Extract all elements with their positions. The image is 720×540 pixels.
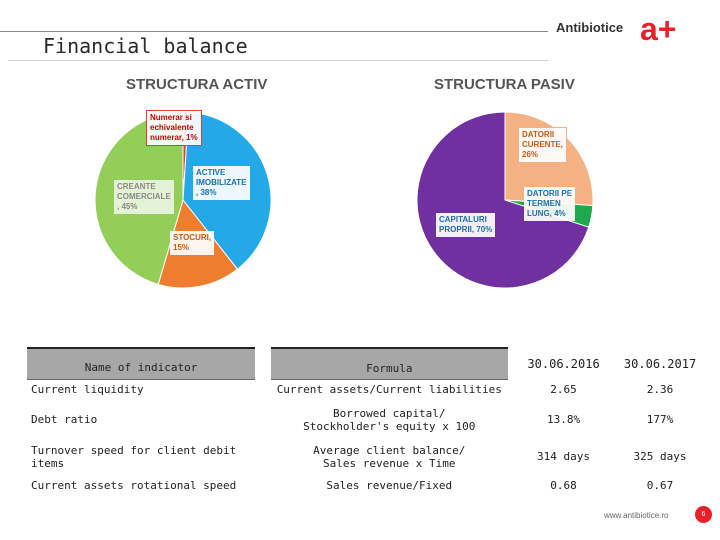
indicator-formula: Borrowed capital/Stockholder's equity x … xyxy=(303,406,476,433)
header-subrule xyxy=(8,60,548,61)
indicator-name: Current liquidity xyxy=(31,383,144,397)
assets-label-receivables: CREANTE COMERCIALE, 45% xyxy=(114,180,174,214)
liabilities-label-longterm: DATORII PE TERMEN LUNG, 4% xyxy=(524,187,576,221)
indicator-formula: Average client balance/Sales revenue x T… xyxy=(313,443,466,470)
value-2016: 2.65 xyxy=(550,383,577,396)
indicator-name: Turnover speed for client debit items xyxy=(31,443,237,470)
header-2017: 30.06.2017 xyxy=(623,356,697,371)
indicator-name: Current assets rotational speed xyxy=(31,479,237,492)
value-2017: 177% xyxy=(646,413,674,426)
table-row: Turnover speed for client debit items Av… xyxy=(27,440,701,474)
page-title: Financial balance xyxy=(43,34,248,58)
indicators-table: Name of indicator Formula 30.06.2016 30.… xyxy=(27,347,701,498)
value-2017: 0.67 xyxy=(646,479,674,492)
pie-slice-2 xyxy=(416,111,590,289)
indicator-formula: Sales revenue/Fixed xyxy=(326,479,453,492)
table-row: Current liquidity Current assets/Current… xyxy=(27,380,701,400)
antibiotice-logo: a+ xyxy=(640,14,676,44)
liabilities-label-equity: CAPITALURI PROPRII, 70% xyxy=(436,213,496,237)
footer-url[interactable]: www.antibiotice.ro xyxy=(604,511,669,520)
svg-text:a+: a+ xyxy=(640,14,676,44)
assets-label-fixed: ACTIVE IMOBILIZATE, 38% xyxy=(193,166,250,200)
page-number: 6 xyxy=(695,506,712,523)
header-rule xyxy=(0,31,548,32)
header-formula: Formula xyxy=(270,347,508,380)
header-2016: 30.06.2016 xyxy=(527,356,600,371)
indicator-name: Debt ratio xyxy=(31,413,98,426)
assets-chart-title: STRUCTURA ACTIV xyxy=(126,76,268,93)
value-2017: 2.36 xyxy=(646,383,674,396)
liabilities-label-current: DATORII CURENTE, 26% xyxy=(518,127,567,163)
table-header-row: Name of indicator Formula 30.06.2016 30.… xyxy=(27,347,701,380)
value-2016: 0.68 xyxy=(550,479,577,492)
value-2016: 314 days xyxy=(537,450,591,463)
indicator-formula: Current assets/Current liabilities xyxy=(276,383,502,397)
assets-label-cash: Numerar si echivalente numerar, 1% xyxy=(146,110,202,146)
value-2016: 13.8% xyxy=(546,413,581,426)
assets-label-stocks: STOCURI, 15% xyxy=(170,231,215,255)
value-2017: 325 days xyxy=(633,450,687,463)
liabilities-chart-title: STRUCTURA PASIV xyxy=(434,76,575,93)
brand-name: Antibiotice xyxy=(556,20,624,35)
header-name: Name of indicator xyxy=(27,347,256,380)
table-row: Debt ratio Borrowed capital/Stockholder'… xyxy=(27,400,701,440)
table-row: Current assets rotational speed Sales re… xyxy=(27,474,701,498)
